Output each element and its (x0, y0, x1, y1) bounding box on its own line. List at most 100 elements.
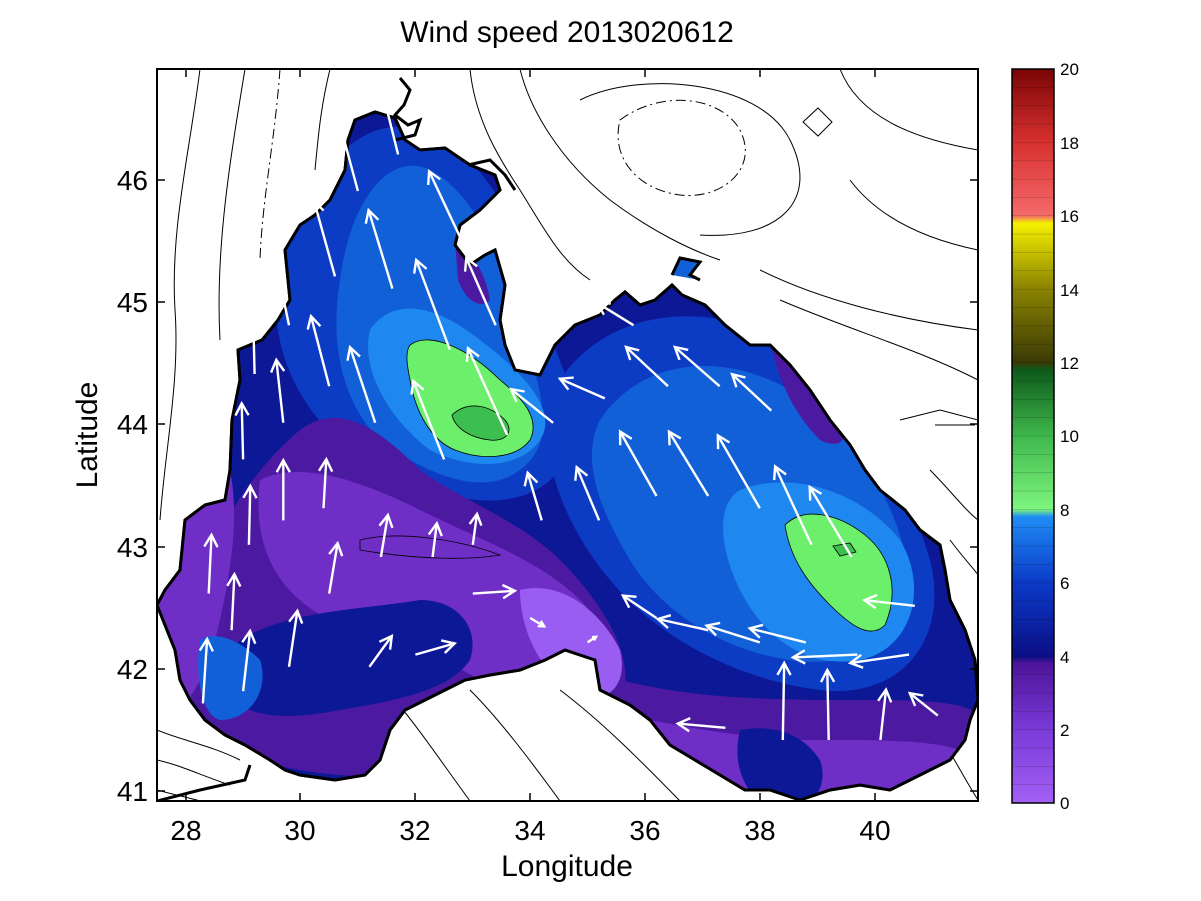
chart-title: Wind speed 2013020612 (400, 16, 734, 49)
colorbar-tick-label: 20 (1060, 60, 1079, 79)
wind-arrow-head (624, 345, 640, 361)
wind-arrow-shaft (677, 722, 726, 729)
colorbar-tick-label: 8 (1060, 501, 1069, 520)
wind-arrow (410, 378, 446, 460)
isobar-line (839, 69, 978, 151)
wind-arrow (509, 387, 554, 424)
wind-arrow (594, 301, 635, 327)
wind-arrow-shaft (241, 630, 252, 692)
wind-arrow-shaft (674, 346, 721, 388)
colorbar-tick-label: 6 (1060, 574, 1069, 593)
wind-arrow-head (557, 376, 574, 391)
colorbar-tick-label: 16 (1060, 207, 1079, 226)
wind-arrow-shaft (287, 610, 299, 667)
wind-arrow-shaft (466, 347, 509, 436)
isobar-line (218, 69, 246, 341)
wind-arrow (245, 314, 262, 375)
wind-arrow-head (591, 635, 599, 641)
isobar-line (559, 689, 681, 801)
isobar-line (759, 269, 978, 331)
wind-arrow-head (328, 540, 344, 557)
wind-arrow-shaft (309, 315, 331, 387)
bosphorus-coast (157, 764, 252, 801)
wind-arrow-shaft (731, 373, 773, 412)
wind-arrow-head (198, 636, 214, 652)
contour-band-2-3 (770, 340, 844, 444)
wind-arrow (427, 168, 463, 241)
wind-arrow (716, 433, 761, 509)
x-tick-label: 34 (514, 815, 545, 846)
wind-arrow-head (333, 115, 349, 132)
isobar-line (259, 69, 281, 261)
wind-arrow-shaft (471, 513, 479, 545)
colorbar-tick-label: 10 (1060, 427, 1079, 446)
y-tick-label: 42 (117, 654, 148, 685)
colorbar-level-lines (1012, 87, 1054, 785)
wind-arrow (773, 464, 813, 546)
wind-arrow (346, 344, 377, 424)
wind-arrow-shaft (510, 388, 554, 424)
wind-arrow (317, 456, 334, 509)
isobar-line (899, 409, 978, 426)
wind-arrow-shaft (826, 669, 830, 741)
wind-arrow-head (317, 456, 334, 473)
wind-arrow-head (378, 633, 394, 650)
wind-arrow-shaft (247, 485, 252, 545)
wind-arrow (620, 594, 658, 619)
wind-arrow-shaft (472, 589, 515, 595)
wind-arrow-head (808, 484, 823, 501)
wind-arrow-head (410, 378, 425, 395)
wind-vectors (198, 84, 939, 741)
wind-arrow (413, 257, 451, 351)
wind-arrow-shaft (322, 459, 328, 509)
wind-arrow-shaft (667, 430, 710, 497)
wind-arrow (376, 84, 400, 155)
isobar-line (157, 759, 231, 786)
wind-arrow (378, 512, 394, 558)
wind-arrow-head (594, 301, 611, 316)
wind-arrow-head (655, 614, 672, 629)
wind-arrow-shaft (619, 431, 658, 497)
wind-arrow-shaft (379, 514, 390, 558)
colorbar-tick-label: 18 (1060, 134, 1079, 153)
wind-arrow-head (574, 464, 589, 481)
colorbar-frame (1011, 68, 1055, 804)
wind-arrow (557, 376, 606, 400)
isobar-line (159, 69, 201, 521)
wind-arrow-shaft (337, 117, 360, 192)
wind-arrow-head (376, 84, 392, 101)
wind-arrow-shaft (529, 616, 545, 628)
isobar-line (929, 469, 978, 521)
wind-arrow (790, 649, 858, 665)
colorbar-tick-label: 12 (1060, 354, 1079, 373)
wind-arrow-shaft (431, 523, 438, 558)
wind-arrow-shaft (273, 257, 291, 326)
wind-arrow-head (675, 717, 691, 733)
wind-arrow-shaft (864, 599, 915, 607)
wind-arrow-shaft (367, 209, 394, 289)
wind-arrow (574, 464, 601, 521)
wind-arrow (269, 357, 286, 423)
wind-arrow-head (463, 255, 478, 272)
wind-arrow (287, 608, 304, 667)
wind-arrow-head (847, 653, 864, 669)
wind-arrow-shaft (412, 380, 446, 460)
wind-arrow (667, 429, 710, 497)
wind-arrow-head (275, 457, 291, 473)
wind-arrow (241, 628, 257, 692)
x-tick-label: 36 (629, 815, 660, 846)
wind-arrow (523, 470, 543, 521)
y-axis-label: Latitude (71, 382, 104, 489)
wind-arrow (747, 623, 807, 644)
wind-arrow-head (288, 608, 304, 625)
wind-arrow (672, 345, 721, 388)
wind-arrow (198, 636, 214, 704)
wind-arrow-head (269, 357, 286, 373)
wind-arrow-head (704, 621, 721, 637)
wind-arrow (586, 635, 599, 644)
wind-arrow (819, 667, 836, 741)
isobar-line (779, 299, 978, 381)
dnieper-inlet (392, 77, 423, 142)
wind-arrow-shaft (240, 403, 245, 460)
wind-arrow-shaft (348, 346, 377, 424)
